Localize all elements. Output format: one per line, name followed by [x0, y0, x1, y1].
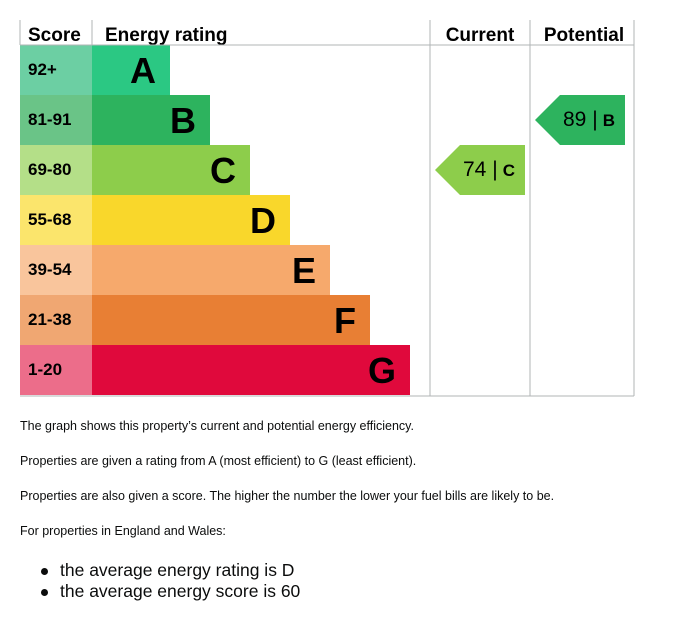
band-letter: C [210, 150, 236, 191]
band-score-cell [20, 145, 92, 195]
score-header: Score [28, 25, 81, 46]
description-line-3: Properties are also given a score. The h… [20, 489, 555, 503]
band-row-e: 39-54 E [20, 245, 330, 295]
band-letter: E [292, 250, 316, 291]
bullet-icon [41, 568, 48, 575]
band-bar [92, 245, 330, 295]
band-bar [92, 95, 210, 145]
epc-chart: Score Energy rating Current Potential 92… [19, 20, 635, 397]
band-bar [92, 145, 250, 195]
description-line-4: For properties in England and Wales: [20, 524, 226, 538]
list-item: the average energy rating is D [20, 560, 300, 581]
potential-rating-marker: 89 | B [535, 95, 625, 145]
list-item-text: the average energy rating is D [60, 560, 295, 580]
energy-rating-header: Energy rating [105, 25, 227, 46]
band-letter: F [334, 300, 356, 341]
band-letter: G [368, 350, 396, 391]
marker-arrow-shape [435, 145, 525, 195]
bullet-icon [41, 589, 48, 596]
marker-arrow-shape [535, 95, 625, 145]
band-score-cell [20, 295, 92, 345]
band-score-cell [20, 345, 92, 395]
description-line-2: Properties are given a rating from A (mo… [20, 454, 417, 468]
marker-score: 74 | [463, 158, 498, 181]
band-score-label: 69-80 [28, 160, 71, 179]
marker-letter: B [603, 111, 615, 130]
band-score-cell [20, 245, 92, 295]
band-bar [92, 195, 290, 245]
band-score-label: 1-20 [28, 360, 62, 379]
band-letter: B [170, 100, 196, 141]
band-row-c: 69-80 C [20, 145, 250, 195]
band-score-label: 21-38 [28, 310, 71, 329]
band-score-label: 92+ [28, 60, 57, 79]
band-bar [92, 295, 370, 345]
band-bar [92, 345, 410, 395]
band-row-d: 55-68 D [20, 195, 290, 245]
chart-grid-lines [19, 20, 635, 397]
band-row-g: 1-20 G [20, 345, 410, 395]
band-letter: A [130, 50, 156, 91]
band-row-f: 21-38 F [20, 295, 370, 345]
band-score-label: 81-91 [28, 110, 71, 129]
description-line-1: The graph shows this property’s current … [20, 419, 414, 433]
potential-header: Potential [544, 25, 624, 46]
band-score-cell [20, 95, 92, 145]
band-row-b: 81-91 B [20, 95, 210, 145]
marker-score: 89 | [563, 108, 598, 131]
list-item-text: the average energy score is 60 [60, 581, 301, 601]
current-rating-marker: 74 | C [435, 145, 525, 195]
band-score-label: 39-54 [28, 260, 72, 279]
average-rating-list: the average energy rating is D the avera… [20, 560, 300, 602]
rating-bands: 92+ A 81-91 B 69-80 C 55-68 D 39-54 E 21-38 F 1-20 G [20, 45, 410, 395]
band-score-cell [20, 45, 92, 95]
band-bar [92, 45, 170, 95]
header-row: Score Energy rating Current Potential [28, 25, 624, 46]
rating-markers: 74 | C 89 | B [435, 95, 625, 195]
current-header: Current [446, 25, 515, 46]
band-score-cell [20, 195, 92, 245]
band-letter: D [250, 200, 276, 241]
band-score-label: 55-68 [28, 210, 71, 229]
list-item: the average energy score is 60 [20, 581, 300, 602]
band-row-a: 92+ A [20, 45, 170, 95]
marker-letter: C [503, 161, 515, 180]
